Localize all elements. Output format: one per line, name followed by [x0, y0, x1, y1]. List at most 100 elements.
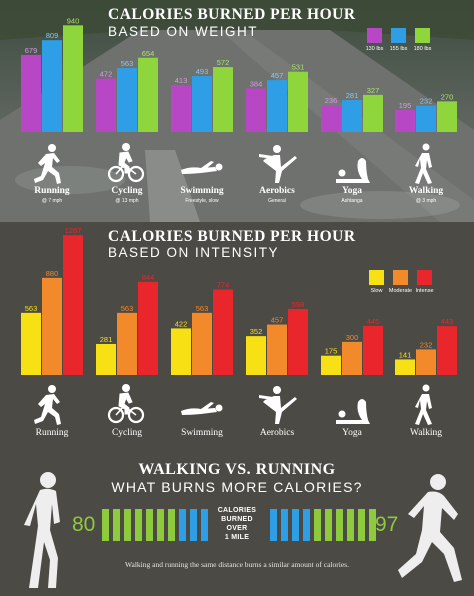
intensity-bar-chart: 563 880 1267 281 563 844 422 563 774 352 457 598 175… — [21, 226, 457, 375]
weight-activity-name: Yoga — [341, 186, 363, 196]
intensity-legend-label: Slow — [370, 288, 383, 294]
weight-value-label: 809 — [46, 31, 59, 40]
intensity-legend-swatch — [393, 270, 408, 285]
weight-bar — [192, 76, 212, 132]
weight-value-label: 384 — [250, 79, 263, 88]
running-stripe — [281, 509, 288, 541]
aerobics-icon — [257, 143, 297, 190]
weight-value-label: 413 — [175, 76, 188, 85]
center-label-line: CALORIES — [217, 507, 257, 514]
running-stripe — [314, 509, 321, 541]
aerobics-icon — [257, 384, 297, 431]
weight-bar — [138, 57, 158, 133]
intensity-bar — [395, 359, 415, 375]
weight-value-label: 195 — [399, 101, 412, 110]
intensity-value-label: 141 — [399, 350, 412, 359]
weight-value-label: 457 — [271, 71, 284, 80]
weight-activity-name: Swimming — [180, 186, 224, 196]
intensity-activity-name: Aerobics — [259, 428, 295, 438]
walking-stripe — [124, 509, 131, 541]
intensity-bar — [138, 281, 158, 375]
weight-legend-label: 155 lbs — [389, 46, 408, 52]
intensity-bar — [321, 355, 341, 375]
intensity-bar — [42, 277, 62, 375]
intensity-bar — [21, 312, 41, 375]
intensity-value-label: 1267 — [65, 226, 82, 235]
weight-activity-name: Cycling — [111, 186, 143, 196]
running-stripe — [325, 509, 332, 541]
intensity-bar — [416, 349, 436, 375]
weight-bar — [363, 94, 383, 132]
intensity-legend-swatch — [417, 270, 432, 285]
running-stripe — [270, 509, 277, 541]
yoga-icon — [332, 384, 372, 431]
intensity-value-label: 563 — [25, 304, 38, 313]
intensity-value-label: 880 — [46, 269, 59, 278]
intensity-value-label: 563 — [196, 304, 209, 313]
walking-icon — [406, 143, 446, 190]
weight-bar — [288, 71, 308, 132]
intensity-legend-label: Moderate — [388, 288, 413, 294]
center-label-line: BURNED — [221, 516, 253, 523]
intensity-value-label: 457 — [271, 316, 284, 325]
weight-activity-note: @ 13 mph — [115, 198, 139, 204]
weight-legend-label: 130 lbs — [365, 46, 384, 52]
weight-bar — [117, 68, 137, 132]
intensity-value-label: 445 — [367, 317, 380, 326]
running-icon — [32, 143, 72, 190]
intensity-bar — [288, 308, 308, 375]
intensity-bar — [213, 289, 233, 375]
center-label-line: OVER — [226, 525, 248, 532]
weight-bar — [42, 40, 62, 133]
weight-bar — [416, 105, 436, 132]
intensity-value-label: 352 — [250, 327, 263, 336]
walk-run-subtitle: WHAT BURNS MORE CALORIES? — [111, 479, 363, 495]
intensity-bar — [171, 328, 191, 375]
walking-calories-value: 80 — [72, 513, 96, 536]
weight-bar — [213, 67, 233, 132]
weight-value-label: 270 — [441, 92, 454, 101]
calorie-comparison-stripes — [102, 509, 376, 541]
weight-bar-chart: 679 809 940 472 563 654 413 493 572 384 457 531 236 2… — [21, 16, 457, 133]
yoga-icon — [332, 143, 372, 190]
weight-value-label: 531 — [292, 63, 305, 72]
walking-stripe — [135, 509, 142, 541]
walking-icon — [406, 384, 446, 431]
weight-bar — [171, 85, 191, 132]
intensity-value-label: 844 — [142, 273, 155, 282]
intensity-activity-name: Walking — [410, 428, 442, 438]
walk-run-footnote: Walking and running the same distance bu… — [125, 560, 349, 569]
weight-legend-swatch — [367, 28, 382, 43]
walking-stripe — [201, 509, 208, 541]
intensity-legend-swatch — [369, 270, 384, 285]
swimming-icon — [179, 143, 225, 190]
intensity-bar — [246, 336, 266, 375]
weight-value-label: 572 — [217, 58, 230, 67]
weight-value-label: 281 — [346, 91, 359, 100]
weight-activity-note: General — [268, 198, 286, 204]
running-calories-value: 97 — [375, 513, 399, 536]
weight-activity-note: Ashtanga — [341, 198, 363, 204]
weight-bar — [321, 105, 341, 132]
weight-value-label: 679 — [25, 46, 38, 55]
running-stripe — [369, 509, 376, 541]
weight-bar — [342, 100, 362, 132]
weight-value-label: 472 — [100, 69, 113, 78]
weight-legend-label: 180 lbs — [413, 46, 432, 52]
running-stripe — [336, 509, 343, 541]
weight-activity-name: Running — [34, 186, 70, 196]
intensity-bar — [342, 341, 362, 375]
intensity-activity-name: Cycling — [111, 428, 143, 438]
intensity-bar — [63, 235, 83, 375]
running-icon — [32, 384, 72, 431]
weight-bar — [395, 109, 415, 132]
running-stripe — [292, 509, 299, 541]
weight-value-label: 236 — [325, 96, 338, 105]
center-label-line: 1 MILE — [224, 534, 250, 541]
cycling-icon — [107, 143, 147, 190]
weight-chart-subtitle: BASED ON WEIGHT — [108, 24, 259, 39]
intensity-value-label: 422 — [175, 319, 188, 328]
running-stripe — [347, 509, 354, 541]
intensity-bar — [117, 312, 137, 375]
swimming-icon — [179, 384, 225, 431]
